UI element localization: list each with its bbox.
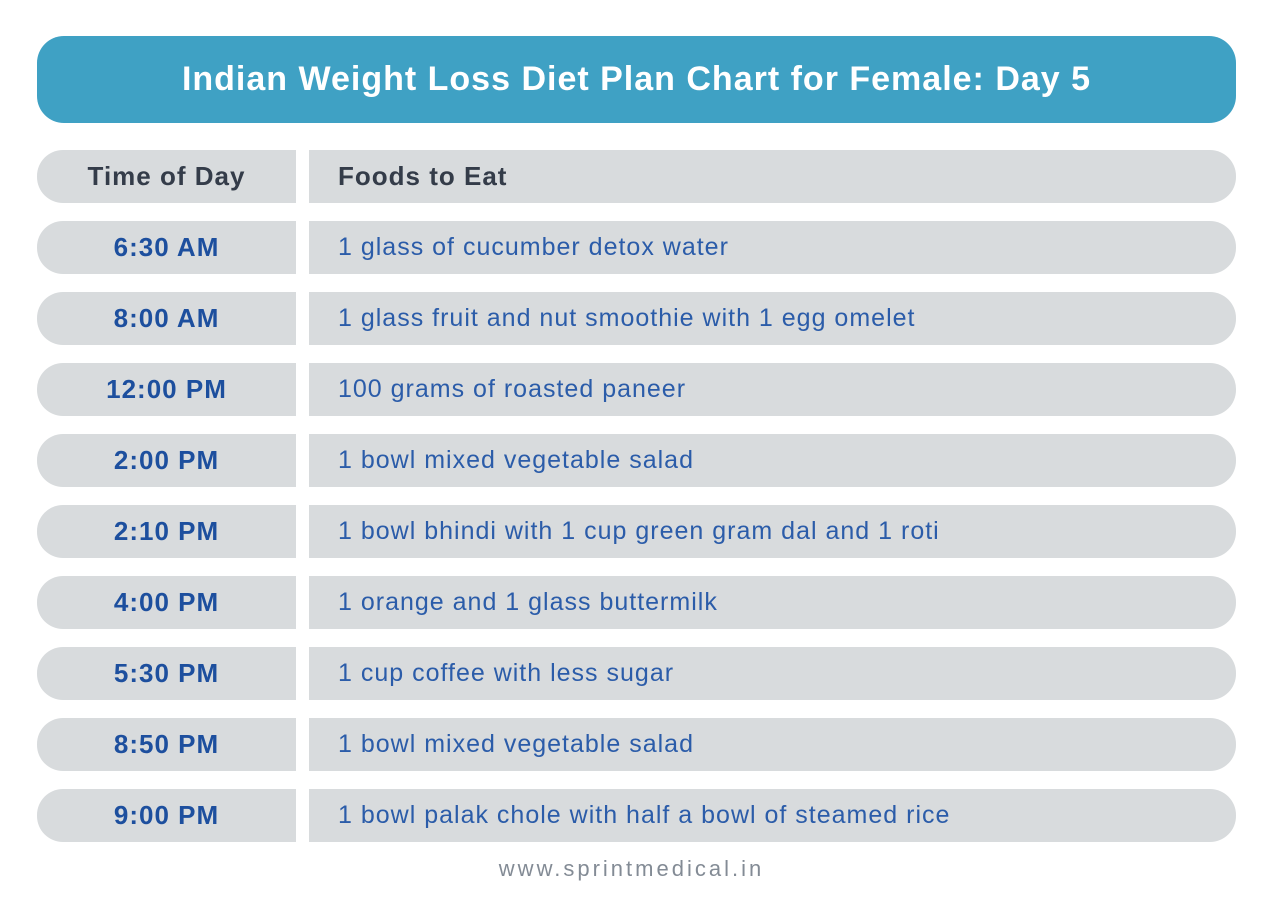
table-row: 2:00 PM 1 bowl mixed vegetable salad — [37, 434, 1236, 487]
page-title: Indian Weight Loss Diet Plan Chart for F… — [181, 60, 1092, 98]
time-cell: 2:10 PM — [37, 505, 296, 558]
table-row: 8:00 AM 1 glass fruit and nut smoothie w… — [37, 292, 1236, 345]
time-cell: 5:30 PM — [37, 647, 296, 700]
food-cell: 1 cup coffee with less sugar — [309, 647, 1236, 700]
header-foods-to-eat: Foods to Eat — [309, 150, 1236, 203]
title-banner: Indian Weight Loss Diet Plan Chart for F… — [37, 36, 1236, 123]
table-row: 6:30 AM 1 glass of cucumber detox water — [37, 221, 1236, 274]
table-row: 12:00 PM 100 grams of roasted paneer — [37, 363, 1236, 416]
time-cell: 9:00 PM — [37, 789, 296, 842]
food-cell: 1 bowl palak chole with half a bowl of s… — [309, 789, 1236, 842]
food-cell: 100 grams of roasted paneer — [309, 363, 1236, 416]
diet-table: Time of Day Foods to Eat 6:30 AM 1 glass… — [37, 150, 1236, 860]
table-row: 8:50 PM 1 bowl mixed vegetable salad — [37, 718, 1236, 771]
time-cell: 8:00 AM — [37, 292, 296, 345]
table-row: 4:00 PM 1 orange and 1 glass buttermilk — [37, 576, 1236, 629]
food-cell: 1 glass of cucumber detox water — [309, 221, 1236, 274]
website-url: www.sprintmedical.in — [498, 856, 765, 881]
time-cell: 6:30 AM — [37, 221, 296, 274]
table-row: 2:10 PM 1 bowl bhindi with 1 cup green g… — [37, 505, 1236, 558]
food-cell: 1 bowl bhindi with 1 cup green gram dal … — [309, 505, 1236, 558]
time-cell: 12:00 PM — [37, 363, 296, 416]
table-row: 9:00 PM 1 bowl palak chole with half a b… — [37, 789, 1236, 842]
time-cell: 2:00 PM — [37, 434, 296, 487]
food-cell: 1 glass fruit and nut smoothie with 1 eg… — [309, 292, 1236, 345]
footer: www.sprintmedical.in — [0, 856, 1263, 882]
time-cell: 8:50 PM — [37, 718, 296, 771]
time-cell: 4:00 PM — [37, 576, 296, 629]
header-time-of-day: Time of Day — [37, 150, 296, 203]
table-header-row: Time of Day Foods to Eat — [37, 150, 1236, 203]
table-row: 5:30 PM 1 cup coffee with less sugar — [37, 647, 1236, 700]
food-cell: 1 orange and 1 glass buttermilk — [309, 576, 1236, 629]
food-cell: 1 bowl mixed vegetable salad — [309, 718, 1236, 771]
food-cell: 1 bowl mixed vegetable salad — [309, 434, 1236, 487]
